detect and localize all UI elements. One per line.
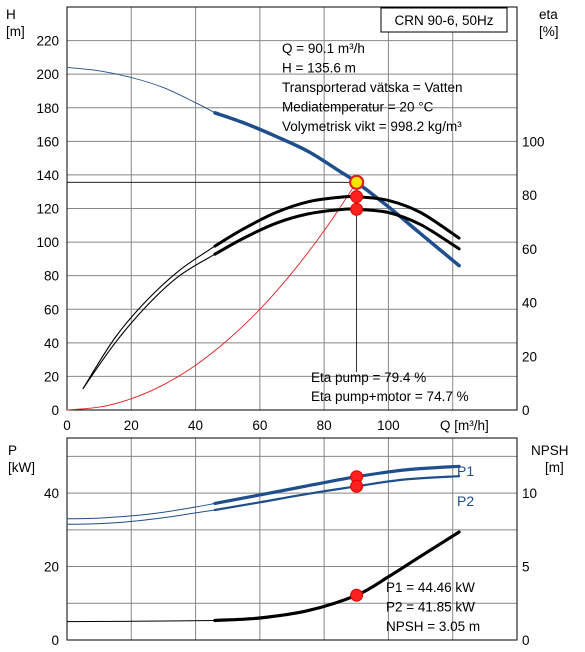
bottom-info-line: P1 = 44.46 kW: [386, 580, 475, 595]
npsh-marker: [350, 588, 364, 602]
bottom-y-ticks: 0 20 40: [44, 486, 59, 648]
top-y-tick-label: 120: [36, 202, 59, 217]
info-line: H = 135.6 m: [282, 61, 356, 76]
bottom-y2-ticks: 0 5 10: [522, 486, 537, 648]
top-x-tick-label: 20: [124, 418, 139, 433]
series-eta-pump-thin: [82, 245, 216, 390]
top-eta-text: Eta pump = 79.4 % Eta pump+motor = 74.7 %: [311, 370, 469, 404]
eta-line: Eta pump+motor = 74.7 %: [311, 389, 469, 404]
top-y-ticks: 0 20 40 60 80 100 120 140 160 180 200 220: [36, 34, 59, 418]
bottom-y2-axis-label-line2: [m]: [545, 460, 564, 475]
series-eta-pump: [213, 194, 461, 248]
top-y-tick-label: 200: [36, 67, 59, 82]
top-series: [66, 66, 461, 411]
top-y2-tick-label: 20: [522, 349, 537, 364]
top-y2-ticks: 0 20 40 60 80 100: [522, 134, 545, 418]
bottom-curve-labels: P1 P2: [457, 463, 474, 509]
info-line: Q = 90.1 m³/h: [282, 41, 365, 56]
top-y-tick-label: 60: [44, 302, 59, 317]
curve-label-p2: P2: [457, 493, 474, 509]
bottom-y2-tick-label: 5: [522, 560, 530, 575]
top-x-tick-label: 40: [188, 418, 203, 433]
top-y-tick-label: 0: [51, 403, 59, 418]
top-x-tick-label: 80: [317, 418, 332, 433]
top-y-tick-label: 20: [44, 369, 59, 384]
top-y-tick-label: 40: [44, 336, 59, 351]
top-y2-tick-label: 60: [522, 242, 537, 257]
bottom-y2-axis-label-line1: NPSH: [531, 443, 569, 458]
top-y-tick-label: 220: [36, 34, 59, 49]
top-x-tick-label: 60: [252, 418, 267, 433]
info-line: Mediatemperatur = 20 °C: [282, 100, 434, 115]
info-line: Volymetrisk vikt = 998.2 kg/m³: [282, 119, 462, 134]
top-y-tick-label: 180: [36, 101, 59, 116]
top-y2-tick-label: 0: [522, 403, 530, 418]
series-eta-total-thin: [82, 253, 216, 390]
top-info-text: Q = 90.1 m³/h H = 135.6 m Transporterad vä…: [282, 41, 462, 134]
p2-marker: [350, 479, 364, 493]
series-head: [213, 111, 461, 268]
chart-title: CRN 90-6, 50Hz: [394, 13, 493, 28]
series-p1-thin: [66, 502, 216, 520]
bottom-y-tick-label: 20: [44, 560, 59, 575]
top-y2-axis-label-line1: eta: [539, 7, 558, 22]
info-line: Transporterad vätska = Vatten: [282, 80, 462, 95]
series-p2: [213, 475, 461, 512]
series-system: [66, 181, 358, 411]
top-operating-marks: [67, 174, 365, 372]
bottom-y-tick-label: 40: [44, 486, 59, 501]
top-y-tick-label: 160: [36, 134, 59, 149]
series-p2-thin: [66, 509, 216, 525]
top-y2-tick-label: 100: [522, 134, 545, 149]
curve-label-p1: P1: [457, 463, 474, 479]
top-y-tick-label: 100: [36, 235, 59, 250]
bottom-y2-tick-label: 10: [522, 486, 537, 501]
bottom-y-tick-label: 0: [51, 633, 59, 648]
top-plot-frame: [66, 6, 518, 411]
top-y-tick-label: 140: [36, 168, 59, 183]
bottom-series: [66, 464, 461, 623]
top-y2-axis-label-line2: [%]: [539, 24, 559, 39]
top-y-axis-label-line2: [m]: [6, 24, 25, 39]
bottom-info-text: P1 = 44.46 kW P2 = 41.85 kW NPSH = 3.05 m: [386, 580, 480, 634]
top-y-axis-label-line1: H: [6, 7, 16, 22]
eta-line: Eta pump = 79.4 %: [311, 370, 426, 385]
top-x-ticks: 0 20 40 60 80 100: [63, 418, 399, 433]
top-y2-tick-label: 80: [522, 188, 537, 203]
operating-point-marker: [349, 174, 365, 190]
bottom-operating-marks: [350, 470, 364, 602]
chart-title-box: CRN 90-6, 50Hz: [380, 7, 508, 33]
series-npsh-thin: [66, 620, 216, 623]
series-head-thin: [66, 66, 216, 114]
top-x-tick-label: 0: [63, 418, 71, 433]
bottom-y-axis-label-line1: P: [8, 443, 17, 458]
series-eta-total: [213, 207, 461, 256]
bottom-y2-tick-label: 0: [522, 633, 530, 648]
series-p1: [213, 464, 461, 505]
top-y-tick-label: 80: [44, 269, 59, 284]
top-x-tick-label: 100: [377, 418, 400, 433]
top-y2-tick-label: 40: [522, 296, 537, 311]
top-x-axis-label: Q [m³/h]: [440, 418, 489, 433]
bottom-info-line: P2 = 41.85 kW: [386, 600, 475, 615]
bottom-plot-frame: [66, 437, 518, 641]
bottom-info-line: NPSH = 3.05 m: [386, 619, 480, 634]
eta-total-marker: [350, 202, 364, 216]
bottom-y-axis-label-line2: [kW]: [8, 460, 35, 475]
eta-pump-marker: [350, 190, 364, 204]
